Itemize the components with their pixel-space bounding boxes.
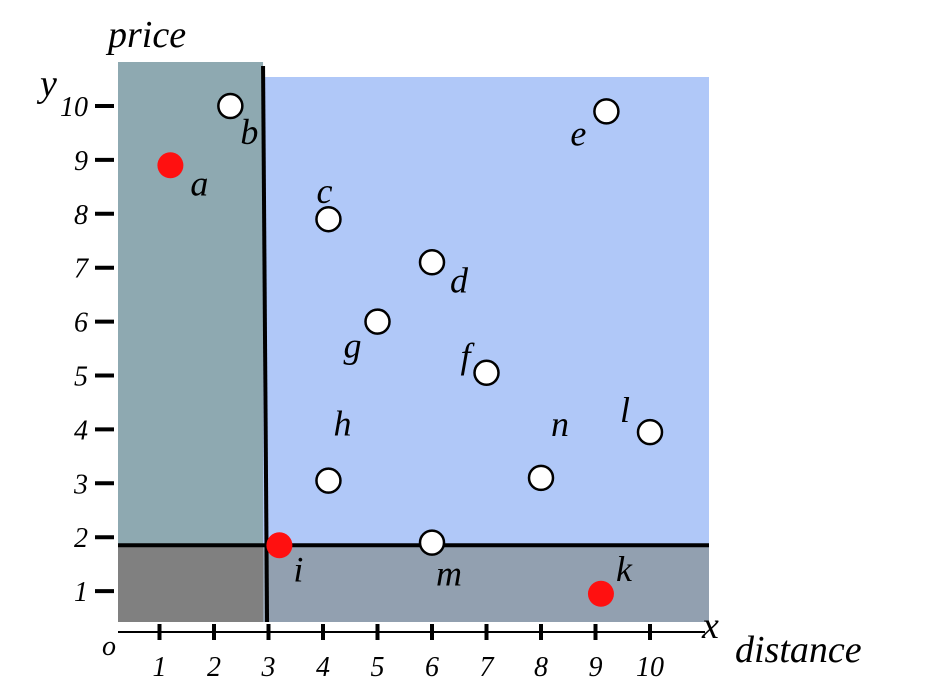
regions bbox=[118, 62, 709, 622]
y-tick-label: 1 bbox=[74, 577, 88, 608]
y-tick-label: 4 bbox=[74, 415, 88, 446]
point-n bbox=[527, 464, 555, 492]
x-axis-title: distance bbox=[735, 629, 862, 671]
point-label-g: g bbox=[344, 326, 362, 366]
y-tick-label: 2 bbox=[74, 523, 88, 554]
ticks: 1 2 3 4 5 6 7 8 9 10 1 2 3 4 5 6 7 8 9 10 bbox=[60, 92, 664, 683]
x-tick-label: 6 bbox=[425, 652, 439, 683]
point-label-e: e bbox=[570, 113, 586, 153]
y-tick-label: 7 bbox=[74, 254, 89, 285]
bottom-region bbox=[263, 545, 709, 622]
x-tick-label: 4 bbox=[316, 652, 330, 683]
x-axis-letter: x bbox=[701, 605, 719, 647]
point-d bbox=[418, 249, 446, 276]
point-label-h: h bbox=[333, 404, 351, 444]
vertical-divider bbox=[261, 65, 270, 623]
x-tick-label: 3 bbox=[261, 652, 276, 683]
labels: price distance y x o bbox=[36, 14, 862, 671]
y-tick-label: 8 bbox=[74, 200, 88, 231]
y-axis-title: price bbox=[105, 14, 186, 56]
left-region bbox=[118, 62, 264, 546]
point-label-i: i bbox=[293, 549, 303, 589]
x-tick-label: 7 bbox=[480, 652, 495, 683]
point-label-a: a bbox=[190, 163, 208, 203]
y-tick-label: 9 bbox=[74, 146, 88, 177]
point-f bbox=[473, 359, 500, 387]
point-e bbox=[593, 98, 620, 125]
point-label-m: m bbox=[436, 554, 462, 594]
point-g bbox=[364, 308, 391, 335]
point-l bbox=[636, 418, 664, 446]
point-c bbox=[315, 205, 342, 233]
x-tick-label: 5 bbox=[371, 652, 385, 683]
dividers bbox=[118, 65, 709, 623]
point-label-l: l bbox=[620, 390, 630, 430]
x-tick-label: 1 bbox=[153, 652, 167, 683]
y-tick-label: 10 bbox=[60, 92, 88, 123]
point-m bbox=[418, 529, 446, 556]
y-tick-label: 5 bbox=[74, 362, 88, 393]
y-axis-letter: y bbox=[36, 63, 57, 105]
point-label-c: c bbox=[316, 171, 332, 211]
x-tick-label: 9 bbox=[589, 652, 603, 683]
x-tick-label: 2 bbox=[207, 652, 221, 683]
corner-region bbox=[118, 545, 264, 622]
point-i bbox=[266, 532, 293, 559]
point-h bbox=[315, 467, 342, 494]
x-tick-label: 8 bbox=[534, 652, 548, 683]
point-label-b: b bbox=[240, 112, 258, 152]
point-a bbox=[157, 152, 184, 179]
point-label-n: n bbox=[551, 404, 569, 444]
point-k bbox=[587, 580, 614, 607]
origin-label: o bbox=[102, 631, 116, 662]
point-label-k: k bbox=[616, 549, 633, 589]
y-tick-label: 3 bbox=[73, 469, 88, 500]
y-tick-label: 6 bbox=[74, 308, 88, 339]
point-b bbox=[217, 92, 244, 120]
x-tick-label: 10 bbox=[636, 652, 664, 683]
dominated-region bbox=[263, 77, 709, 546]
point-label-d: d bbox=[450, 260, 469, 300]
